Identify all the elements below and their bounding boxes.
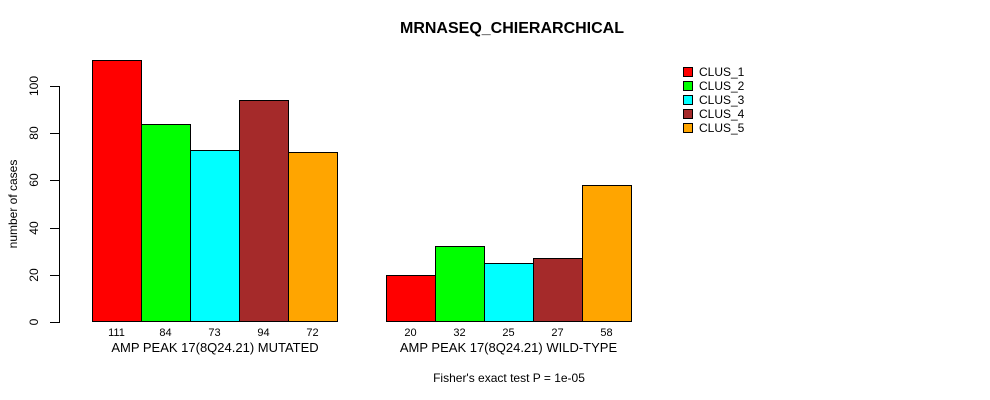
bar-value-label: 84 (159, 327, 172, 339)
legend-label: CLUS_4 (699, 107, 745, 121)
y-tick-mark (50, 322, 59, 323)
chart-title: MRNASEQ_CHIERARCHICAL (399, 20, 625, 37)
bar-clus_3-group2 (484, 263, 534, 322)
bar-clus_5-group1 (288, 152, 338, 322)
y-tick-mark (50, 133, 59, 134)
bar-clus_1-group1 (92, 60, 142, 322)
y-tick-label: 100 (27, 75, 41, 97)
bar-clus_2-group1 (141, 124, 191, 322)
bar-value-label: 111 (108, 327, 125, 339)
legend-swatch-clus_4 (683, 109, 693, 119)
legend-item-clus_1: CLUS_1 (683, 65, 744, 79)
legend-item-clus_3: CLUS_3 (683, 93, 744, 107)
legend-item-clus_2: CLUS_2 (683, 79, 744, 93)
legend-swatch-clus_2 (683, 81, 693, 91)
x-axis-category-label: AMP PEAK 17(8Q24.21) MUTATED (111, 340, 319, 355)
y-tick-mark (50, 86, 59, 87)
bar-value-label: 72 (306, 327, 319, 339)
bar-value-label: 25 (502, 327, 515, 339)
legend-label: CLUS_5 (699, 121, 745, 135)
legend-label: CLUS_3 (699, 93, 745, 107)
bar-value-label: 20 (404, 327, 417, 339)
legend: CLUS_1 CLUS_2 CLUS_3 CLUS_4 CLUS_5 (683, 65, 744, 135)
legend-swatch-clus_3 (683, 95, 693, 105)
bar-clus_5-group2 (582, 185, 632, 322)
x-axis-category-label: AMP PEAK 17(8Q24.21) WILD-TYPE (399, 340, 618, 355)
annotation-text: Fisher's exact test P = 1e-05 (433, 371, 585, 385)
legend-item-clus_5: CLUS_5 (683, 121, 744, 135)
bar-clus_4-group1 (239, 100, 289, 322)
bar-value-label: 94 (257, 327, 270, 339)
y-axis-title: number of cases (6, 159, 20, 249)
legend-label: CLUS_1 (699, 65, 745, 79)
bar-value-label: 58 (600, 327, 613, 339)
y-axis-line (59, 86, 60, 323)
bar-value-label: 32 (453, 327, 466, 339)
legend-swatch-clus_5 (683, 123, 693, 133)
legend-item-clus_4: CLUS_4 (683, 107, 744, 121)
bar-clus_2-group2 (435, 246, 485, 322)
bar-clus_1-group2 (386, 275, 436, 322)
legend-label: CLUS_2 (699, 79, 745, 93)
bar-value-label: 73 (208, 327, 221, 339)
bar-clus_4-group2 (533, 258, 583, 322)
legend-swatch-clus_1 (683, 67, 693, 77)
y-tick-mark (50, 275, 59, 276)
y-tick-mark (50, 228, 59, 229)
y-tick-mark (50, 180, 59, 181)
bar-value-label: 27 (551, 327, 564, 339)
bar-clus_3-group1 (190, 150, 240, 322)
